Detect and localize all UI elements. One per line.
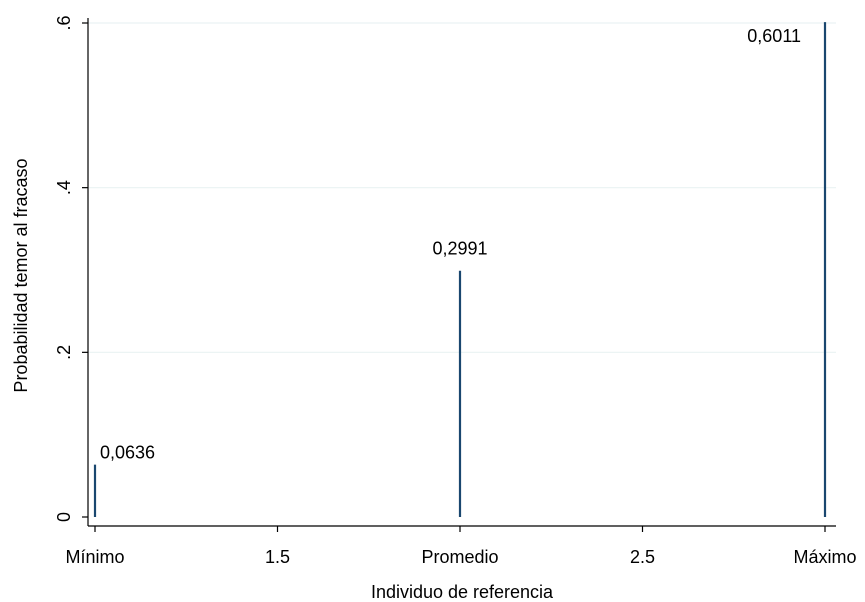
data-labels: 0,0636 0,2991 0,6011 (100, 26, 801, 463)
y-tick-label: .6 (54, 15, 74, 30)
x-axis-title: Individuo de referencia (371, 582, 554, 602)
y-tick-label: 0 (54, 512, 74, 522)
y-tick-label: .4 (54, 180, 74, 195)
spikes (93, 22, 827, 517)
axes (87, 18, 836, 527)
x-tick-label: 1.5 (265, 547, 290, 567)
x-tick-label: Promedio (421, 547, 498, 567)
y-axis-title: Probabilidad temor al fracaso (11, 158, 31, 392)
x-tick-label: Mínimo (65, 547, 124, 567)
grid-lines (88, 22, 836, 353)
tick-marks (82, 22, 826, 532)
data-label: 0,2991 (432, 239, 487, 259)
data-label: 0,0636 (100, 443, 155, 463)
x-tick-label: Máximo (793, 547, 856, 567)
y-tick-label: .2 (54, 345, 74, 360)
tick-labels: 0 .2 .4 .6 Mínimo 1.5 Promedio 2.5 Máximo (54, 15, 857, 567)
data-label: 0,6011 (747, 26, 801, 46)
x-tick-label: 2.5 (630, 547, 655, 567)
